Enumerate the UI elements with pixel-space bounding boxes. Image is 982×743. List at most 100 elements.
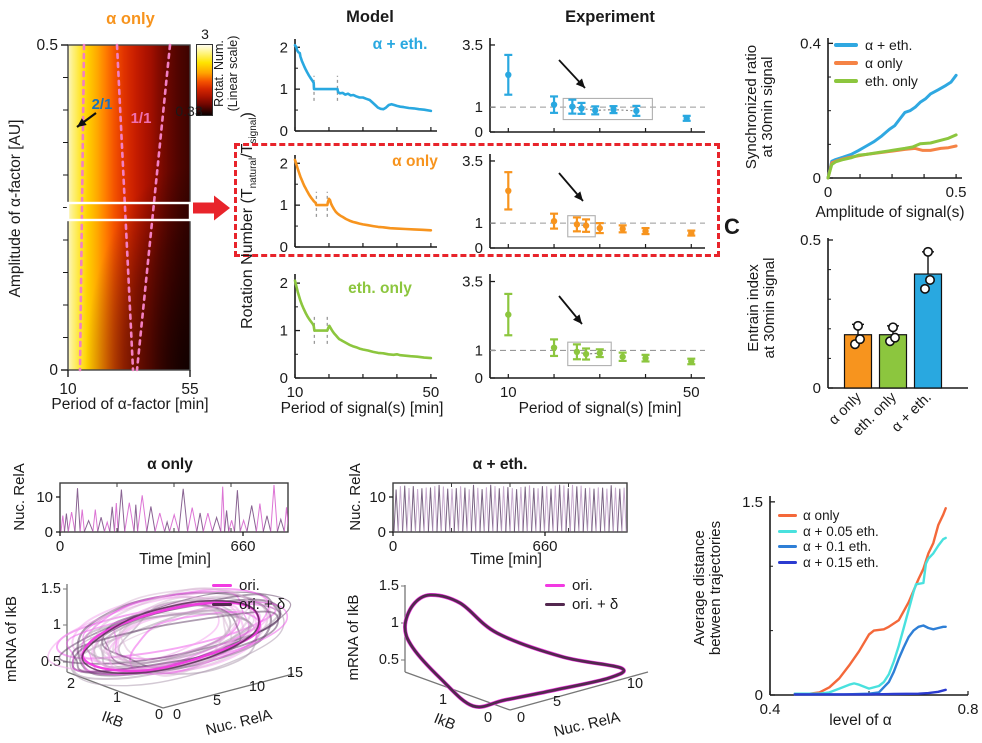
legend-item: ori. (212, 576, 285, 595)
experiment-eth-only-plot: 0 1 3.5 10 50 (462, 274, 705, 401)
svg-text:0: 0 (280, 370, 288, 387)
svg-text:1: 1 (113, 690, 121, 706)
model-x-axis-label: Period of signal(s) [min] (280, 400, 444, 417)
sync-legend: α + eth. α only eth. only (834, 36, 918, 90)
svg-text:0: 0 (155, 707, 163, 723)
ts-alpha-plot: 10 00 660 (36, 482, 289, 555)
ts-alpha-eth-x-axis-label: Time [min] (470, 551, 542, 568)
svg-text:IkB: IkB (99, 708, 125, 731)
legend-item: eth. only (834, 72, 918, 90)
svg-text:1.5: 1.5 (742, 494, 763, 511)
legend-item: α + eth. (834, 36, 918, 54)
svg-text:10: 10 (36, 489, 53, 506)
sync-x-axis-label: Amplitude of signal(s) (815, 204, 965, 221)
svg-text:0: 0 (173, 707, 181, 723)
svg-text:1.5: 1.5 (41, 581, 61, 597)
svg-text:0.5: 0.5 (946, 184, 967, 201)
ts-alpha-x-axis-label: Time [min] (139, 551, 211, 568)
legend-item: α only (834, 54, 918, 72)
colorbar-min-label: 0.33 (175, 103, 203, 119)
model-column-title: Model (346, 8, 394, 26)
svg-text:0: 0 (378, 524, 386, 541)
svg-text:10: 10 (59, 381, 77, 398)
phase-alpha-eth-legend: ori. ori. + δ (545, 576, 618, 614)
heatmap-y-axis-label: Amplitude of α-factor [AU] (7, 119, 24, 298)
svg-text:1/1: 1/1 (131, 110, 152, 127)
svg-text:1: 1 (475, 99, 483, 116)
svg-text:0.4: 0.4 (760, 701, 781, 718)
colorbar-title: Rotat. Num. (Linear scale) (212, 35, 240, 112)
svg-text:1: 1 (280, 81, 288, 98)
svg-text:0: 0 (484, 710, 492, 726)
panel-letter-c: C (724, 214, 740, 239)
legend-swatch (545, 602, 565, 607)
svg-text:2/1: 2/1 (92, 96, 113, 113)
svg-text:10: 10 (249, 679, 265, 695)
svg-text:2: 2 (280, 155, 288, 172)
svg-text:10: 10 (369, 489, 386, 506)
svg-text:0: 0 (280, 239, 288, 256)
legend-item: ori. (545, 576, 618, 595)
legend-swatch (778, 545, 797, 549)
svg-text:5: 5 (553, 694, 561, 710)
svg-text:10: 10 (500, 384, 517, 401)
heatmap-title: α only (106, 10, 155, 28)
highlight-dashed-box (234, 143, 720, 257)
svg-text:0.5: 0.5 (800, 232, 821, 249)
svg-text:55: 55 (181, 381, 198, 398)
svg-text:0: 0 (517, 710, 525, 726)
svg-text:50: 50 (683, 384, 700, 401)
svg-text:660: 660 (532, 538, 557, 555)
svg-text:1.5: 1.5 (379, 578, 399, 594)
experiment-alpha-only-plot: 013.5 (462, 153, 705, 257)
svg-text:0: 0 (813, 380, 821, 397)
experiment-alpha-eth-plot: 013.5 (462, 37, 705, 141)
svg-text:0: 0 (389, 538, 397, 555)
svg-text:0: 0 (475, 370, 483, 387)
svg-text:15: 15 (287, 665, 303, 681)
svg-text:1: 1 (391, 615, 399, 631)
entrain-y-axis-label: Entrain index at 30min signal (745, 257, 778, 359)
svg-text:3.5: 3.5 (462, 153, 483, 170)
svg-text:2: 2 (280, 275, 288, 292)
legend-item: ori. + δ (212, 595, 285, 614)
phase-alpha-z-axis-label: mRNA of IkB (3, 596, 20, 682)
svg-text:3.5: 3.5 (462, 274, 483, 291)
legend-swatch (212, 583, 232, 588)
legend-swatch (545, 583, 565, 588)
svg-text:10: 10 (627, 676, 643, 692)
legend-swatch (834, 43, 858, 47)
phase-alpha-legend: ori. ori. + δ (212, 576, 285, 614)
colorbar-max-label: 3 (201, 26, 209, 42)
svg-text:1: 1 (53, 617, 61, 633)
svg-text:IkB: IkB (431, 710, 457, 734)
svg-text:5: 5 (213, 693, 221, 709)
svg-text:0: 0 (475, 124, 483, 141)
svg-text:1: 1 (280, 323, 288, 340)
legend-swatch (212, 602, 232, 607)
legend-item: α + 0.15 eth. (778, 555, 879, 571)
model-alpha-eth-plot: 0 1 2 (280, 39, 437, 140)
model-alpha-only-plot: 0 1 2 (280, 155, 437, 256)
model-y-axis-label: Rotation Number (Tnatural/Tsignal) (239, 112, 259, 329)
svg-text:10: 10 (287, 384, 304, 401)
svg-text:0.5: 0.5 (379, 652, 399, 668)
distance-plot: 0 1.5 0.4 0.8 (742, 494, 979, 718)
svg-text:Nuc. RelA: Nuc. RelA (552, 709, 622, 741)
svg-text:0: 0 (280, 123, 288, 140)
ts-alpha-eth-plot: 10 00 660 (369, 482, 628, 555)
svg-text:Nuc. RelA: Nuc. RelA (204, 706, 274, 739)
svg-text:1: 1 (280, 197, 288, 214)
model-alpha-eth-label: α + eth. (372, 36, 428, 53)
ts-alpha-eth-title: α + eth. (472, 456, 528, 473)
legend-item: α + 0.05 eth. (778, 524, 879, 540)
svg-text:0.8: 0.8 (958, 701, 979, 718)
svg-text:0.5: 0.5 (36, 37, 58, 54)
svg-text:2: 2 (67, 676, 75, 692)
distance-x-axis-label: level of α (829, 712, 892, 729)
model-eth-only-label: eth. only (348, 280, 412, 297)
svg-text:2: 2 (280, 39, 288, 56)
